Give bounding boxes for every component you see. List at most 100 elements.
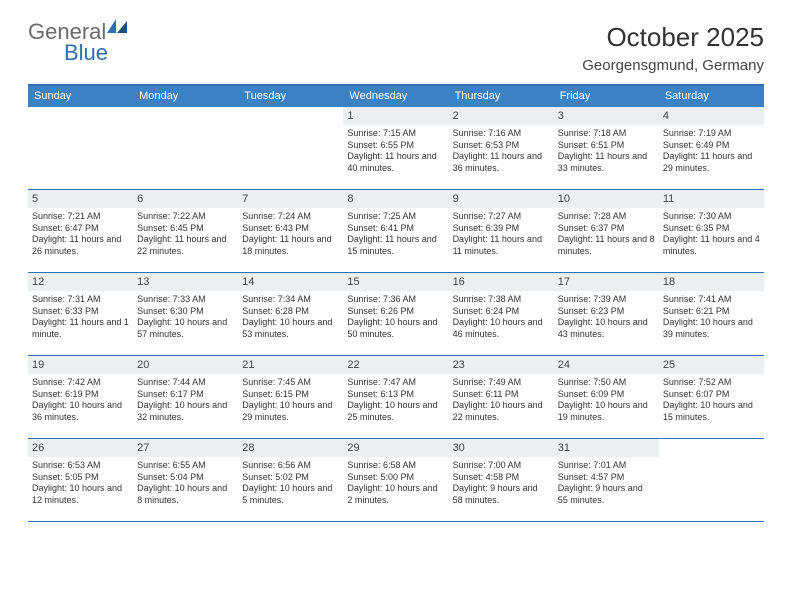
- day-number: 8: [343, 190, 448, 208]
- day-cell: 31Sunrise: 7:01 AMSunset: 4:57 PMDayligh…: [554, 439, 659, 521]
- daylight-text: Daylight: 10 hours and 46 minutes.: [453, 317, 550, 340]
- daylight-text: Daylight: 10 hours and 29 minutes.: [242, 400, 339, 423]
- sunset-text: Sunset: 6:15 PM: [242, 389, 339, 401]
- daylight-text: Daylight: 11 hours and 15 minutes.: [347, 234, 444, 257]
- sunrise-text: Sunrise: 7:45 AM: [242, 377, 339, 389]
- day-cell: 24Sunrise: 7:50 AMSunset: 6:09 PMDayligh…: [554, 356, 659, 438]
- day-number: 17: [554, 273, 659, 291]
- daylight-text: Daylight: 10 hours and 50 minutes.: [347, 317, 444, 340]
- day-number: 22: [343, 356, 448, 374]
- daylight-text: Daylight: 11 hours and 33 minutes.: [558, 151, 655, 174]
- day-cell: 26Sunrise: 6:53 AMSunset: 5:05 PMDayligh…: [28, 439, 133, 521]
- daylight-text: Daylight: 11 hours and 11 minutes.: [453, 234, 550, 257]
- day-cell: 2Sunrise: 7:16 AMSunset: 6:53 PMDaylight…: [449, 107, 554, 189]
- day-cell: [28, 107, 133, 189]
- title-block: October 2025 Georgensgmund, Germany: [582, 22, 764, 74]
- sunset-text: Sunset: 6:13 PM: [347, 389, 444, 401]
- sunset-text: Sunset: 5:05 PM: [32, 472, 129, 484]
- day-cell: 17Sunrise: 7:39 AMSunset: 6:23 PMDayligh…: [554, 273, 659, 355]
- daylight-text: Daylight: 11 hours and 22 minutes.: [137, 234, 234, 257]
- sunset-text: Sunset: 5:04 PM: [137, 472, 234, 484]
- sunset-text: Sunset: 6:24 PM: [453, 306, 550, 318]
- day-number: 5: [28, 190, 133, 208]
- daylight-text: Daylight: 11 hours and 8 minutes.: [558, 234, 655, 257]
- day-number: 15: [343, 273, 448, 291]
- day-number: 16: [449, 273, 554, 291]
- sunset-text: Sunset: 6:35 PM: [663, 223, 760, 235]
- sunset-text: Sunset: 6:55 PM: [347, 140, 444, 152]
- weekday-header: Thursday: [449, 86, 554, 107]
- day-number: 11: [659, 190, 764, 208]
- day-cell: 27Sunrise: 6:55 AMSunset: 5:04 PMDayligh…: [133, 439, 238, 521]
- day-cell: 21 Sunrise: 7:45 AMSunset: 6:15 PMDayligh…: [238, 356, 343, 438]
- day-cell: 14Sunrise: 7:34 AMSunset: 6:28 PMDayligh…: [238, 273, 343, 355]
- day-cell: 4Sunrise: 7:19 AMSunset: 6:49 PMDaylight…: [659, 107, 764, 189]
- day-number: 26: [28, 439, 133, 457]
- day-cell: 11Sunrise: 7:30 AMSunset: 6:35 PMDayligh…: [659, 190, 764, 272]
- day-cell: 20Sunrise: 7:44 AMSunset: 6:17 PMDayligh…: [133, 356, 238, 438]
- sunrise-text: Sunrise: 6:55 AM: [137, 460, 234, 472]
- page-header: GeneralBlue October 2025 Georgensgmund, …: [28, 22, 764, 74]
- day-number: 6: [133, 190, 238, 208]
- sunset-text: Sunset: 6:26 PM: [347, 306, 444, 318]
- daylight-text: Daylight: 9 hours and 58 minutes.: [453, 483, 550, 506]
- day-number: 14: [238, 273, 343, 291]
- day-cell: 10Sunrise: 7:28 AMSunset: 6:37 PMDayligh…: [554, 190, 659, 272]
- sunrise-text: Sunrise: 7:25 AM: [347, 211, 444, 223]
- calendar-page: GeneralBlue October 2025 Georgensgmund, …: [0, 0, 792, 540]
- sunset-text: Sunset: 6:37 PM: [558, 223, 655, 235]
- day-number: 7: [238, 190, 343, 208]
- daylight-text: Daylight: 11 hours and 4 minutes.: [663, 234, 760, 257]
- sunset-text: Sunset: 6:41 PM: [347, 223, 444, 235]
- daylight-text: Daylight: 11 hours and 18 minutes.: [242, 234, 339, 257]
- day-number: 4: [659, 107, 764, 125]
- day-cell: 12Sunrise: 7:31 AMSunset: 6:33 PMDayligh…: [28, 273, 133, 355]
- sunset-text: Sunset: 6:53 PM: [453, 140, 550, 152]
- sunrise-text: Sunrise: 7:21 AM: [32, 211, 129, 223]
- day-number: 18: [659, 273, 764, 291]
- brand-logo: GeneralBlue: [28, 22, 129, 64]
- daylight-text: Daylight: 10 hours and 32 minutes.: [137, 400, 234, 423]
- daylight-text: Daylight: 10 hours and 53 minutes.: [242, 317, 339, 340]
- sunrise-text: Sunrise: 7:34 AM: [242, 294, 339, 306]
- day-number: 25: [659, 356, 764, 374]
- day-number: 28: [238, 439, 343, 457]
- day-cell: 7Sunrise: 7:24 AMSunset: 6:43 PMDaylight…: [238, 190, 343, 272]
- daylight-text: Daylight: 11 hours and 40 minutes.: [347, 151, 444, 174]
- sunset-text: Sunset: 6:07 PM: [663, 389, 760, 401]
- day-number: 1: [343, 107, 448, 125]
- weekday-header: Monday: [133, 86, 238, 107]
- day-number: 21: [238, 356, 343, 374]
- week-row: 5Sunrise: 7:21 AMSunset: 6:47 PMDaylight…: [28, 190, 764, 273]
- sunset-text: Sunset: 6:17 PM: [137, 389, 234, 401]
- daylight-text: Daylight: 10 hours and 39 minutes.: [663, 317, 760, 340]
- day-cell: 13Sunrise: 7:33 AMSunset: 6:30 PMDayligh…: [133, 273, 238, 355]
- week-row: 19Sunrise: 7:42 AMSunset: 6:19 PMDayligh…: [28, 356, 764, 439]
- day-cell: 28Sunrise: 6:56 AMSunset: 5:02 PMDayligh…: [238, 439, 343, 521]
- day-cell: 18Sunrise: 7:41 AMSunset: 6:21 PMDayligh…: [659, 273, 764, 355]
- daylight-text: Daylight: 10 hours and 22 minutes.: [453, 400, 550, 423]
- daylight-text: Daylight: 9 hours and 55 minutes.: [558, 483, 655, 506]
- week-row: 12Sunrise: 7:31 AMSunset: 6:33 PMDayligh…: [28, 273, 764, 356]
- day-number: 30: [449, 439, 554, 457]
- sunrise-text: Sunrise: 7:01 AM: [558, 460, 655, 472]
- day-cell: 9Sunrise: 7:27 AMSunset: 6:39 PMDaylight…: [449, 190, 554, 272]
- day-cell: 23Sunrise: 7:49 AMSunset: 6:11 PMDayligh…: [449, 356, 554, 438]
- day-cell: 1Sunrise: 7:15 AMSunset: 6:55 PMDaylight…: [343, 107, 448, 189]
- sunrise-text: Sunrise: 7:52 AM: [663, 377, 760, 389]
- sunrise-text: Sunrise: 7:38 AM: [453, 294, 550, 306]
- day-cell: 25Sunrise: 7:52 AMSunset: 6:07 PMDayligh…: [659, 356, 764, 438]
- day-cell: 15 Sunrise: 7:36 AMSunset: 6:26 PMDayligh…: [343, 273, 448, 355]
- weekday-header: Saturday: [659, 86, 764, 107]
- sunrise-text: Sunrise: 7:44 AM: [137, 377, 234, 389]
- sunrise-text: Sunrise: 6:58 AM: [347, 460, 444, 472]
- weekday-header-row: Sunday Monday Tuesday Wednesday Thursday…: [28, 86, 764, 107]
- sunrise-text: Sunrise: 7:18 AM: [558, 128, 655, 140]
- daylight-text: Daylight: 10 hours and 57 minutes.: [137, 317, 234, 340]
- day-cell: 29Sunrise: 6:58 AMSunset: 5:00 PMDayligh…: [343, 439, 448, 521]
- sunrise-text: Sunrise: 7:36 AM: [347, 294, 444, 306]
- day-cell: [659, 439, 764, 521]
- day-cell: [238, 107, 343, 189]
- day-number: 31: [554, 439, 659, 457]
- sunrise-text: Sunrise: 7:00 AM: [453, 460, 550, 472]
